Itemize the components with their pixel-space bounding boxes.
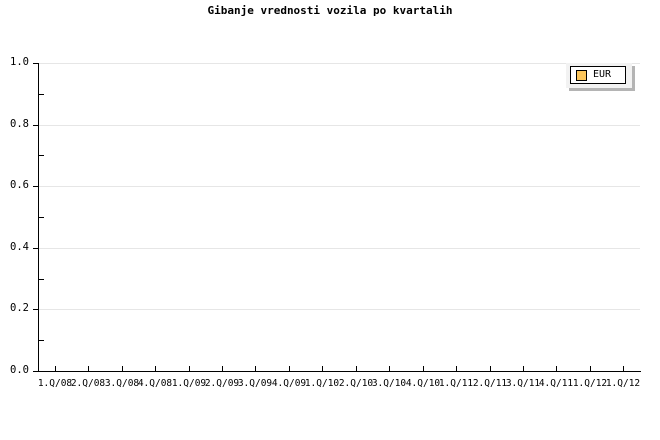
x-axis-label: 1.Q/11 (438, 378, 474, 389)
x-axis-tick (490, 366, 491, 371)
y-axis-tick (33, 186, 39, 188)
x-axis-label: 2.Q/09 (204, 378, 240, 389)
x-axis-tick (356, 366, 357, 371)
y-axis-tick (33, 371, 39, 372)
x-axis-label: 4.Q/11 (538, 378, 574, 389)
x-axis-label: 4.Q/10 (405, 378, 441, 389)
x-axis-label: 4.Q/09 (271, 378, 307, 389)
gridline (38, 124, 640, 126)
y-axis-tick (33, 63, 39, 64)
x-axis-label: 1.Q/09 (171, 378, 207, 389)
x-axis-tick (289, 366, 290, 371)
y-axis-label: 1.0 (10, 56, 29, 68)
x-axis-line (38, 371, 641, 372)
gridline (38, 186, 640, 188)
x-axis-label: 4.Q/08 (137, 378, 173, 389)
y-axis-minor-tick (39, 93, 44, 95)
gridline (38, 247, 640, 249)
legend-inner-box: EUR (570, 66, 626, 84)
x-axis-tick (222, 366, 223, 371)
x-axis-label: 3.Q/08 (104, 378, 140, 389)
x-axis-label: 2.Q/08 (70, 378, 106, 389)
x-axis-tick (122, 366, 123, 371)
y-axis-minor-tick (39, 278, 44, 280)
y-axis-label: 0.8 (10, 117, 29, 130)
x-axis-label: 3.Q/11 (505, 378, 541, 389)
x-axis-tick (189, 366, 190, 371)
x-axis-tick (322, 366, 323, 371)
x-axis-tick (423, 366, 424, 371)
x-axis-label: 2.Q/11 (472, 378, 508, 389)
x-axis-tick (155, 366, 156, 371)
y-axis-label: 0.6 (10, 179, 29, 192)
legend-label-eur: EUR (593, 69, 612, 80)
x-axis-tick (88, 366, 89, 371)
y-axis-label: 0.4 (10, 240, 29, 253)
gridline (38, 309, 640, 311)
chart-legend[interactable]: EUR (566, 63, 632, 88)
x-axis-tick (523, 366, 524, 371)
gridlines (38, 63, 640, 372)
y-axis-line (38, 63, 39, 372)
y-axis-tick (33, 247, 39, 249)
x-axis-label: 1.Q/08 (37, 378, 73, 389)
plot-area (38, 63, 640, 372)
x-axis-label: 3.Q/10 (371, 378, 407, 389)
x-axis-tick (556, 366, 557, 371)
chart-title: Gibanje vrednosti vozila po kvartalih (207, 4, 453, 17)
y-axis-tick (33, 124, 39, 126)
y-axis-minor-tick (39, 340, 44, 342)
y-axis-minor-tick (39, 217, 44, 218)
y-axis-label: 0.2 (10, 302, 29, 315)
y-axis-label: 0.0 (10, 364, 29, 376)
x-axis-tick (389, 366, 390, 371)
x-axis-tick (590, 366, 591, 371)
x-axis-tick (255, 366, 256, 371)
y-axis-minor-tick (39, 155, 44, 157)
x-axis-tick (55, 366, 56, 371)
x-axis-label: 2.Q/10 (338, 378, 374, 389)
x-axis-tick (623, 366, 624, 371)
x-axis-label: 3.Q/09 (237, 378, 273, 389)
x-axis-label: 1.Q/10 (304, 378, 340, 389)
x-axis-label: 1.Q/12 (572, 378, 608, 389)
x-axis-tick (456, 366, 457, 371)
legend-swatch-eur (576, 69, 587, 81)
y-axis-tick (33, 309, 39, 311)
x-axis-label: 1.Q/12 (605, 378, 641, 389)
gridline (38, 63, 640, 64)
